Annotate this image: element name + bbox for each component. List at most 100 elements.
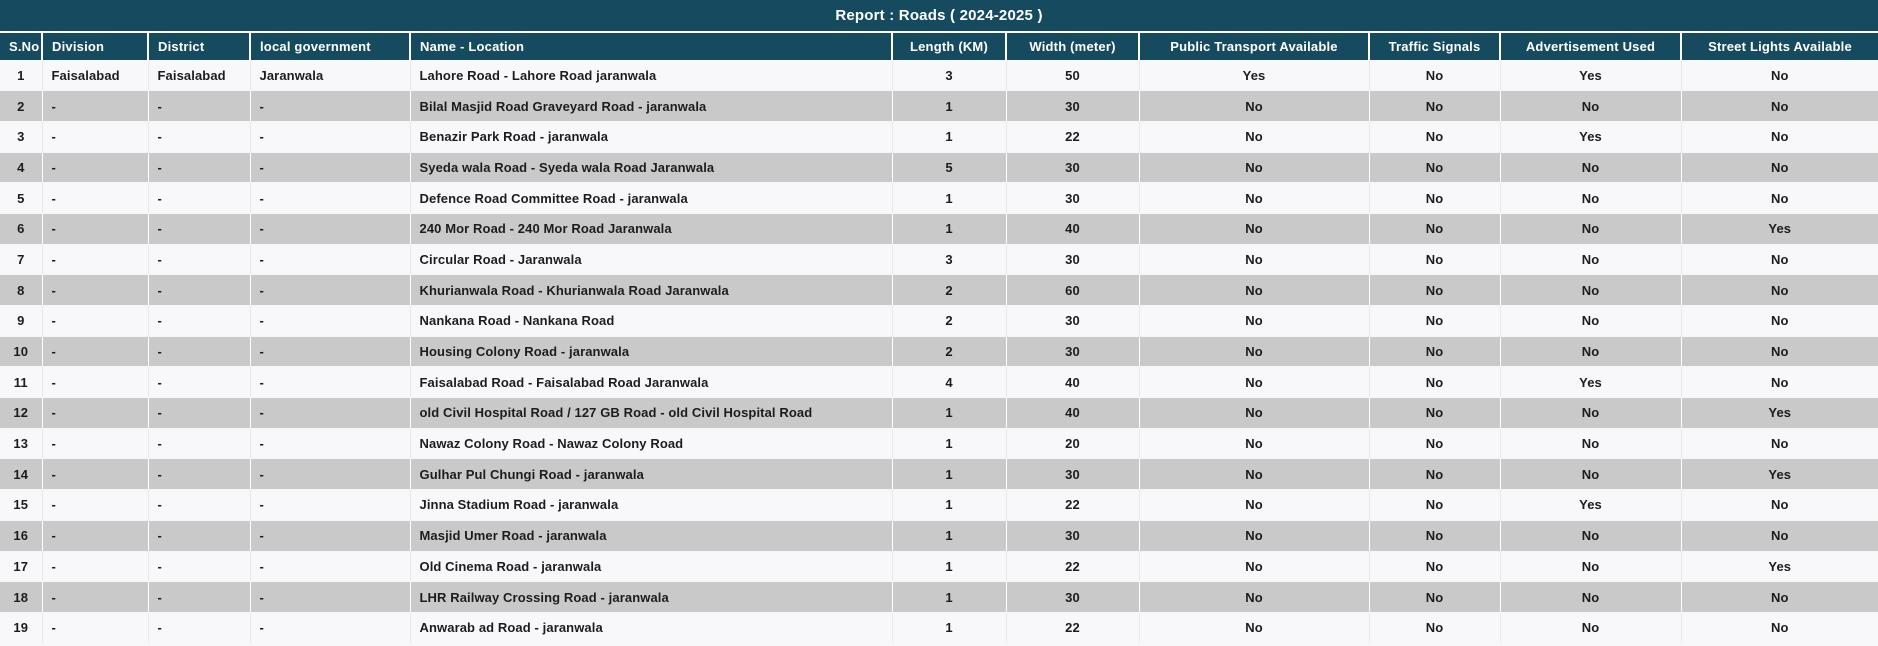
cell-local-government: - [250, 274, 411, 306]
cell-sno: 15 [0, 489, 43, 521]
column-header-division: Division [42, 33, 149, 60]
cell-name-location: LHR Railway Crossing Road - jaranwala [410, 581, 893, 613]
column-header-sno: S.No [0, 33, 43, 60]
cell-division: - [42, 336, 149, 368]
cell-traffic-signals: No [1369, 489, 1501, 521]
cell-local-government: - [250, 121, 411, 153]
cell-public-transport: No [1139, 244, 1370, 276]
cell-public-transport: No [1139, 152, 1370, 184]
cell-public-transport: No [1139, 336, 1370, 368]
cell-advertisement-used: No [1500, 581, 1682, 613]
cell-width-meter: 40 [1006, 366, 1140, 399]
cell-length-km: 2 [892, 336, 1007, 368]
column-header-street-lights: Street Lights Available [1681, 33, 1878, 60]
cell-name-location: Anwarab ad Road - jaranwala [410, 612, 893, 644]
cell-local-government: - [250, 213, 411, 245]
cell-advertisement-used: No [1500, 90, 1682, 122]
column-header-local-government: local government [250, 33, 411, 60]
table-row: 15- - - Jinna Stadium Road - jaranwala 1 22 No… [0, 489, 1878, 521]
cell-division: - [42, 274, 149, 306]
cell-street-lights: No [1681, 305, 1878, 337]
cell-traffic-signals: No [1369, 551, 1501, 583]
cell-public-transport: No [1139, 489, 1370, 521]
cell-length-km: 1 [892, 397, 1007, 429]
cell-length-km: 1 [892, 458, 1007, 491]
cell-district: - [148, 274, 251, 306]
table-row: 1 Faisalabad Faisalabad Jaranwala Lahore Roa… [0, 60, 1878, 92]
cell-width-meter: 30 [1006, 520, 1140, 552]
table-row: 7- - - Circular Road - Jaranwala 3 30 No No No No [0, 244, 1878, 276]
cell-district: - [148, 244, 251, 276]
cell-district: - [148, 520, 251, 552]
cell-public-transport: No [1139, 581, 1370, 613]
cell-width-meter: 30 [1006, 305, 1140, 337]
cell-traffic-signals: No [1369, 121, 1501, 153]
roads-report-table: S.No Division District local government Name… [0, 33, 1878, 644]
cell-name-location: 240 Mor Road - 240 Mor Road Jaranwala [410, 213, 893, 245]
cell-advertisement-used: Yes [1500, 121, 1682, 153]
cell-name-location: old Civil Hospital Road / 127 GB Road - … [410, 397, 893, 429]
cell-width-meter: 22 [1006, 551, 1140, 583]
table-row: 9- - - Nankana Road - Nankana Road 2 30 No No No… [0, 305, 1878, 337]
cell-name-location: Nawaz Colony Road - Nawaz Colony Road [410, 428, 893, 460]
cell-sno: 1 [0, 60, 43, 92]
cell-district: - [148, 90, 251, 122]
cell-traffic-signals: No [1369, 60, 1501, 92]
table-row: 10- - - Housing Colony Road - jaranwala 2 30 N… [0, 336, 1878, 368]
cell-division: - [42, 121, 149, 153]
cell-street-lights: No [1681, 366, 1878, 399]
cell-street-lights: No [1681, 274, 1878, 306]
table-row: 8- - - Khurianwala Road - Khurianwala Road … [0, 274, 1878, 306]
cell-local-government: - [250, 244, 411, 276]
cell-district: - [148, 551, 251, 583]
table-row: 6- - -240 Mor Road - 240 Mor Road Jaranwal… [0, 213, 1878, 245]
cell-name-location: Defence Road Committee Road - jaranwala [410, 182, 893, 214]
cell-street-lights: No [1681, 520, 1878, 552]
column-header-width-meter: Width (meter) [1006, 33, 1140, 60]
cell-street-lights: No [1681, 489, 1878, 521]
cell-traffic-signals: No [1369, 612, 1501, 644]
cell-street-lights: No [1681, 612, 1878, 644]
cell-sno: 8 [0, 274, 43, 306]
cell-name-location: Benazir Park Road - jaranwala [410, 121, 893, 153]
cell-division: - [42, 152, 149, 184]
cell-name-location: Bilal Masjid Road Graveyard Road - jaran… [410, 90, 893, 122]
cell-name-location: Nankana Road - Nankana Road [410, 305, 893, 337]
cell-traffic-signals: No [1369, 428, 1501, 460]
cell-division: - [42, 489, 149, 521]
cell-division: - [42, 182, 149, 214]
table-header-row: S.No Division District local government Name… [0, 33, 1878, 60]
cell-district: - [148, 336, 251, 368]
cell-name-location: Housing Colony Road - jaranwala [410, 336, 893, 368]
cell-public-transport: Yes [1139, 60, 1370, 92]
cell-advertisement-used: No [1500, 274, 1682, 306]
cell-name-location: Circular Road - Jaranwala [410, 244, 893, 276]
cell-advertisement-used: No [1500, 244, 1682, 276]
cell-length-km: 3 [892, 244, 1007, 276]
cell-public-transport: No [1139, 121, 1370, 153]
cell-street-lights: No [1681, 581, 1878, 613]
cell-length-km: 1 [892, 428, 1007, 460]
cell-district: - [148, 428, 251, 460]
cell-sno: 18 [0, 581, 43, 613]
column-header-name-location: Name - Location [410, 33, 893, 60]
cell-district: - [148, 182, 251, 214]
cell-advertisement-used: No [1500, 520, 1682, 552]
cell-division: - [42, 305, 149, 337]
cell-public-transport: No [1139, 274, 1370, 306]
cell-division: - [42, 90, 149, 122]
cell-advertisement-used: Yes [1500, 366, 1682, 399]
cell-sno: 9 [0, 305, 43, 337]
cell-sno: 6 [0, 213, 43, 245]
cell-sno: 17 [0, 551, 43, 583]
cell-advertisement-used: No [1500, 612, 1682, 644]
cell-street-lights: No [1681, 244, 1878, 276]
cell-width-meter: 30 [1006, 182, 1140, 214]
cell-width-meter: 22 [1006, 612, 1140, 644]
cell-sno: 12 [0, 397, 43, 429]
cell-sno: 16 [0, 520, 43, 552]
cell-length-km: 1 [892, 213, 1007, 245]
cell-advertisement-used: No [1500, 336, 1682, 368]
cell-traffic-signals: No [1369, 520, 1501, 552]
cell-length-km: 2 [892, 274, 1007, 306]
